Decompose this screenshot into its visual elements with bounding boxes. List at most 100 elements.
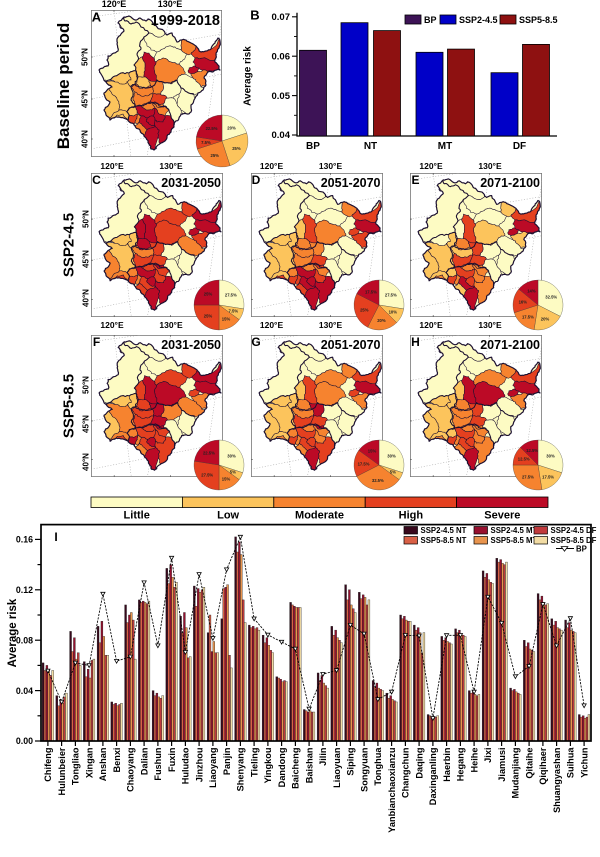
svg-text:Liaoyang: Liaoyang (208, 748, 218, 788)
svg-text:30%: 30% (227, 453, 236, 458)
svg-text:Yingkou: Yingkou (263, 748, 273, 784)
svg-text:27.5%: 27.5% (201, 473, 213, 478)
svg-text:30%: 30% (387, 453, 396, 458)
svg-text:20%: 20% (227, 126, 236, 131)
svg-text:25%: 25% (204, 292, 213, 297)
svg-text:22.5%: 22.5% (206, 126, 218, 131)
svg-text:SSP2-4.5 MT: SSP2-4.5 MT (491, 526, 538, 535)
svg-text:Panjin: Panjin (222, 747, 232, 775)
svg-text:SSP2-4.5: SSP2-4.5 (459, 15, 498, 25)
svg-text:0.07: 0.07 (272, 12, 291, 23)
svg-text:0.12: 0.12 (16, 585, 33, 595)
svg-text:Jiamusi: Jiamusi (497, 748, 507, 782)
svg-text:0.05: 0.05 (272, 91, 291, 102)
svg-text:Hulunbeier: Hulunbeier (57, 747, 67, 795)
svg-text:25%: 25% (211, 153, 220, 158)
svg-text:Changchun: Changchun (401, 747, 411, 798)
svg-text:Shuangyashan: Shuangyashan (552, 747, 562, 813)
svg-text:SSP5-8.5: SSP5-8.5 (519, 15, 558, 25)
svg-text:15%: 15% (367, 449, 376, 454)
svg-text:BP: BP (306, 141, 320, 152)
svg-text:Tongliao: Tongliao (71, 747, 81, 785)
svg-text:Tonghua: Tonghua (373, 747, 383, 786)
svg-text:Dalian: Dalian (139, 747, 149, 775)
svg-text:DF: DF (513, 141, 526, 152)
svg-text:Qiqihaer: Qiqihaer (538, 747, 548, 785)
svg-text:Mudanjiang: Mudanjiang (511, 748, 521, 799)
svg-text:Qitaihe: Qitaihe (524, 748, 534, 779)
svg-text:Songyuan: Songyuan (359, 747, 369, 792)
svg-text:SSP2-4.5 NT: SSP2-4.5 NT (421, 526, 467, 535)
svg-text:17.5%: 17.5% (522, 314, 534, 319)
svg-text:Yichun: Yichun (579, 747, 589, 778)
svg-text:Dandong: Dandong (277, 748, 287, 788)
svg-text:Daxinganling: Daxinganling (428, 748, 438, 806)
svg-text:25%: 25% (204, 314, 213, 319)
svg-text:0.16: 0.16 (16, 535, 33, 545)
svg-text:0.04: 0.04 (16, 686, 33, 696)
svg-text:Xingan: Xingan (84, 747, 94, 778)
svg-text:22.5%: 22.5% (203, 451, 215, 456)
svg-text:SSP5-8.5 MT: SSP5-8.5 MT (491, 536, 538, 545)
svg-text:32.5%: 32.5% (371, 478, 383, 483)
svg-text:BP: BP (576, 544, 587, 553)
svg-text:Moderate: Moderate (295, 510, 344, 522)
svg-text:Haerbin: Haerbin (442, 747, 452, 782)
svg-text:Severe: Severe (484, 510, 520, 522)
svg-text:Siping: Siping (346, 748, 356, 776)
svg-text:27.5%: 27.5% (522, 474, 534, 479)
svg-text:Fushun: Fushun (153, 747, 163, 781)
svg-text:14%: 14% (527, 289, 536, 294)
svg-text:Shenyang: Shenyang (236, 748, 246, 792)
svg-text:0.00: 0.00 (16, 736, 33, 746)
svg-text:SSP2-4.5 DF: SSP2-4.5 DF (551, 526, 597, 535)
svg-text:7.5%: 7.5% (201, 140, 211, 145)
svg-text:Huludao: Huludao (181, 747, 191, 784)
svg-text:Yanbianchaoxianzu: Yanbianchaoxianzu (387, 748, 397, 833)
svg-text:High: High (399, 510, 424, 522)
svg-text:15%: 15% (222, 476, 231, 481)
svg-text:Low: Low (217, 510, 239, 522)
svg-text:Fuxin: Fuxin (167, 747, 177, 772)
svg-text:BP: BP (424, 15, 437, 25)
svg-text:5%: 5% (230, 470, 236, 475)
svg-text:12.5%: 12.5% (526, 448, 538, 453)
svg-text:7.5%: 7.5% (229, 308, 239, 313)
svg-text:27.5%: 27.5% (384, 292, 396, 297)
svg-text:Suihua: Suihua (566, 747, 576, 779)
svg-text:Benxi: Benxi (112, 748, 122, 773)
svg-text:Baicheng: Baicheng (291, 748, 301, 789)
svg-text:Daqing: Daqing (414, 748, 424, 779)
svg-text:SSP5-8.5 DF: SSP5-8.5 DF (551, 536, 597, 545)
svg-text:25%: 25% (232, 146, 241, 151)
svg-text:15%: 15% (222, 316, 231, 321)
svg-text:0.04: 0.04 (272, 130, 291, 141)
svg-text:0.08: 0.08 (16, 635, 33, 645)
svg-text:Jilin: Jilin (318, 747, 328, 766)
svg-text:0.06: 0.06 (272, 51, 291, 62)
svg-text:MT: MT (438, 141, 452, 152)
svg-text:Hegang: Hegang (456, 748, 466, 782)
svg-text:Anshan: Anshan (98, 747, 108, 781)
svg-text:Tieling: Tieling (249, 748, 259, 777)
svg-text:5%: 5% (389, 470, 395, 475)
svg-text:SSP5-8.5 NT: SSP5-8.5 NT (421, 536, 467, 545)
svg-text:17.5%: 17.5% (542, 474, 554, 479)
svg-text:17.5%: 17.5% (357, 461, 369, 466)
svg-text:Chifeng: Chifeng (43, 748, 53, 782)
svg-text:30%: 30% (546, 453, 555, 458)
svg-text:32.5%: 32.5% (545, 294, 557, 299)
svg-text:Jixi: Jixi (483, 748, 493, 763)
svg-text:16%: 16% (519, 300, 528, 305)
svg-text:Little: Little (124, 510, 150, 522)
svg-text:NT: NT (364, 141, 377, 152)
svg-text:25%: 25% (360, 307, 369, 312)
svg-text:12.5%: 12.5% (518, 457, 530, 462)
svg-text:10%: 10% (388, 310, 397, 315)
svg-text:Jinzhou: Jinzhou (194, 748, 204, 783)
svg-text:20%: 20% (541, 316, 550, 321)
svg-text:27.5%: 27.5% (225, 292, 237, 297)
svg-text:Liaoyuan: Liaoyuan (332, 747, 342, 788)
svg-text:Chaoyang: Chaoyang (126, 748, 136, 792)
svg-text:20%: 20% (377, 318, 386, 323)
